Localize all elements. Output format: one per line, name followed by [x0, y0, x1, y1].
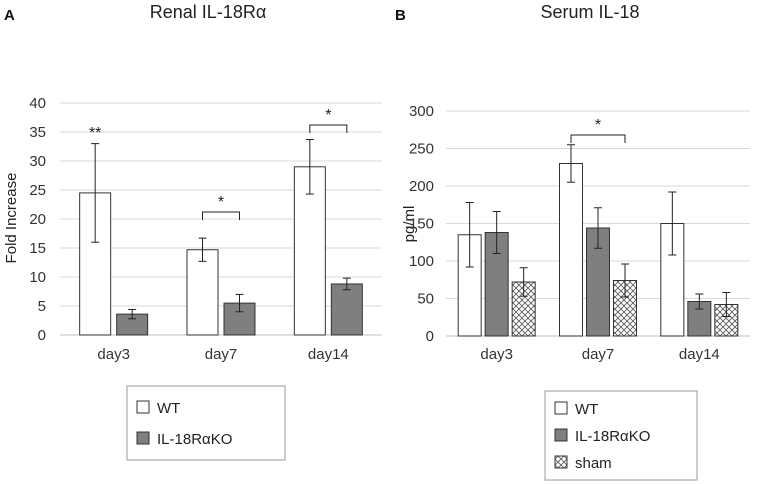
significance-label: ** — [89, 125, 101, 142]
x-tick-label: day14 — [308, 346, 349, 363]
y-tick-label: 150 — [409, 216, 434, 233]
y-tick-label: 0 — [426, 328, 434, 345]
legend-swatch-wt — [136, 400, 150, 414]
y-tick-label: 0 — [38, 327, 46, 344]
legend-swatch-sham — [554, 455, 568, 469]
bar — [293, 166, 326, 336]
y-tick-label: 30 — [29, 153, 46, 170]
y-tick-label: 300 — [409, 103, 434, 120]
legend-label-sham: sham — [575, 455, 612, 472]
legend-frame — [544, 390, 698, 481]
bar — [559, 163, 583, 337]
y-tick-label: 250 — [409, 141, 434, 158]
legend-swatch-wt — [554, 401, 568, 415]
x-tick-label: day7 — [582, 346, 615, 363]
panel-a-letter: A — [4, 7, 15, 24]
x-tick-label: day3 — [480, 346, 513, 363]
y-tick-label: 20 — [29, 211, 46, 228]
y-tick-label: 40 — [29, 95, 46, 112]
panel-b-legend: WT IL-18RαKO sham — [544, 390, 698, 481]
significance-label: * — [325, 107, 331, 124]
significance-label: * — [218, 194, 224, 211]
y-tick-label: 50 — [417, 291, 434, 308]
significance-label: * — [595, 117, 601, 134]
x-tick-label: day3 — [97, 346, 130, 363]
significance-bracket — [570, 134, 626, 143]
panel-a-legend: WT IL-18RαKO — [126, 385, 286, 461]
x-tick-label: day14 — [679, 346, 720, 363]
legend-label-ko: IL-18RαKO — [575, 428, 650, 445]
legend-swatch-ko — [136, 431, 150, 445]
y-tick-label: 10 — [29, 269, 46, 286]
y-tick-label: 200 — [409, 178, 434, 195]
legend-label-wt: WT — [157, 400, 180, 417]
significance-bracket — [309, 124, 348, 134]
y-tick-label: 35 — [29, 124, 46, 141]
panel-b-title: Serum IL-18 — [540, 2, 639, 22]
panel-a-ylabel: Fold Increase — [3, 173, 20, 264]
bar — [186, 249, 219, 336]
legend-frame — [126, 385, 286, 461]
panel-b-ylabel: pg/ml — [401, 206, 418, 243]
panel-b-letter: B — [395, 7, 406, 24]
y-tick-label: 5 — [38, 298, 46, 315]
legend-label-ko: IL-18RαKO — [157, 431, 232, 448]
x-tick-label: day7 — [205, 346, 238, 363]
significance-bracket — [202, 211, 240, 221]
legend-swatch-ko — [554, 428, 568, 442]
y-tick-label: 15 — [29, 240, 46, 257]
panel-b-plot: 0 50 100 150 200 250 300 day3 day7 day14 * — [409, 103, 750, 363]
bar — [330, 283, 363, 336]
panel-a-title: Renal IL-18Rα — [150, 2, 266, 22]
y-tick-label: 100 — [409, 253, 434, 270]
legend-label-wt: WT — [575, 401, 598, 418]
y-tick-label: 25 — [29, 182, 46, 199]
